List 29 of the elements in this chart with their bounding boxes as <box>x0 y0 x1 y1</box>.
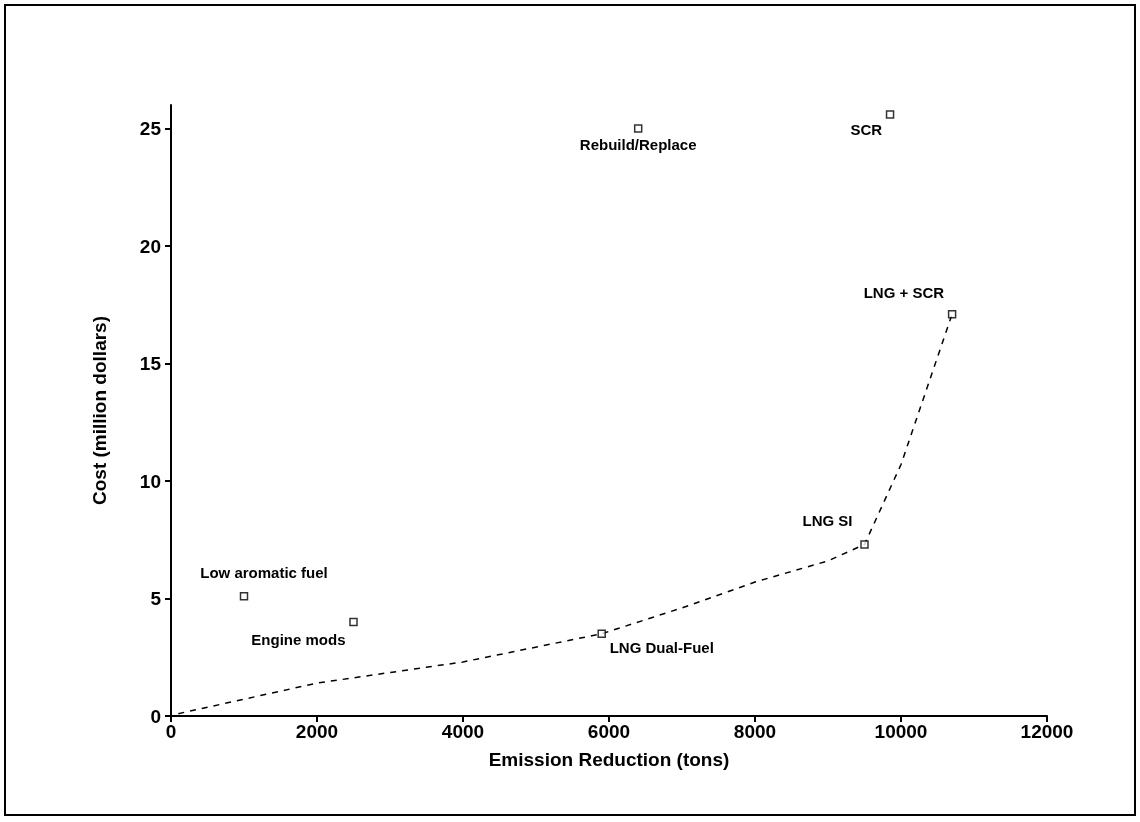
point <box>633 124 643 133</box>
x-tick-label: 12000 <box>1020 721 1074 742</box>
annotation: LNG Dual-Fuel <box>609 638 714 656</box>
point <box>349 617 358 627</box>
x-tick-label: 6000 <box>587 721 631 742</box>
point <box>947 309 957 319</box>
x-tick-label: 0 <box>165 721 177 742</box>
y-tick-label: 15 <box>139 353 162 374</box>
y-axis-title: Cost (million dollars) <box>89 316 110 505</box>
x-tick-label: 10000 <box>874 721 928 742</box>
x-tick-label: 4000 <box>441 721 485 742</box>
point <box>885 110 895 119</box>
y-tick-label: 0 <box>150 705 161 727</box>
y-tick-label: 5 <box>150 588 162 609</box>
y-tick-label: 25 <box>139 118 162 139</box>
annotation: Rebuild/Replace <box>579 135 697 153</box>
annotation: LNG + SCR <box>863 284 945 302</box>
point <box>597 629 606 638</box>
x-tick-label: 8000 <box>733 721 777 742</box>
annotation: Low aromatic fuel <box>200 564 328 582</box>
y-tick-label: 20 <box>139 235 161 257</box>
point <box>239 591 249 601</box>
point <box>860 540 869 549</box>
x-tick-label: 2000 <box>295 721 339 742</box>
x-axis-title: Emission Reduction (tons) <box>488 749 730 770</box>
annotation: LNG SI <box>802 512 853 530</box>
annotation: Engine mods <box>251 631 346 648</box>
annotation: SCR <box>850 121 883 139</box>
y-tick-label: 10 <box>139 470 161 492</box>
